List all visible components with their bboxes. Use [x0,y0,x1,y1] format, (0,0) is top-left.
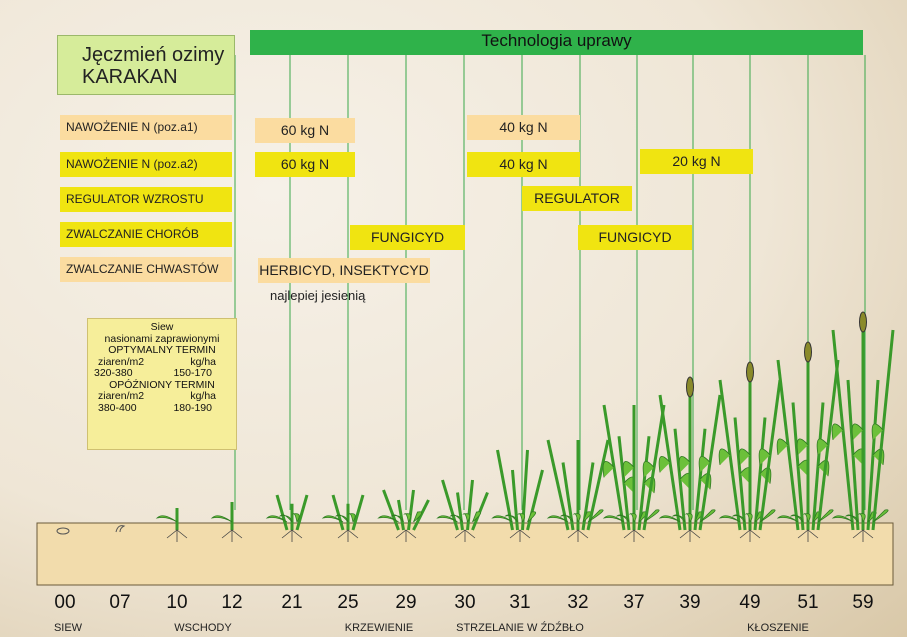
info-text: 380-400 [98,403,137,415]
info-text: ziaren/m2 [98,391,144,403]
phase-label: KRZEWIENIE [345,622,413,634]
page: {"title":{"line1":"Jęczmień ozimy","line… [0,0,907,637]
stage-code: 12 [207,592,257,614]
info-text: 320-380 [94,368,133,380]
info-text: kg/ha [190,391,216,403]
stage-code: 59 [838,592,888,614]
stage-code: 31 [495,592,545,614]
plant [832,312,893,542]
action-box: FUNGICYD [578,225,692,250]
action-box: 40 kg N [467,115,580,140]
title-box: Jęczmień ozimy KARAKAN [57,35,235,95]
stage-code: 32 [553,592,603,614]
stage-code: 37 [609,592,659,614]
stage-code: 49 [725,592,775,614]
title-line: Jęczmień ozimy [82,44,234,66]
plant [777,342,838,542]
title-line: KARAKAN [82,66,234,88]
action-box: HERBICYD, INSEKTYCYD [258,258,430,283]
info-text: Siew [94,322,230,334]
stage-code: 25 [323,592,373,614]
info-box: Siew nasionami zaprawionymi OPTYMALNY TE… [87,318,237,450]
note: najlepiej jesienią [270,288,365,303]
row-label: ZWALCZANIE CHWASTÓW [60,257,232,282]
row-label: NAWOŻENIE N (poz.a1) [60,115,232,140]
action-box: FUNGICYD [350,225,465,250]
info-text: 180-190 [173,403,212,415]
info-text: OPTYMALNY TERMIN [94,345,230,357]
info-row: 380-400 180-190 [94,403,230,415]
stage-code: 00 [40,592,90,614]
phase-label: STRZELANIE W ŹDŹBŁO [456,622,584,634]
phase-label: SIEW [54,622,82,634]
row-label: REGULATOR WZROSTU [60,187,232,212]
plant [659,377,720,542]
stage-code: 21 [267,592,317,614]
row-label: ZWALCZANIE CHORÓB [60,222,232,247]
action-box: 40 kg N [467,152,580,177]
stage-code: 39 [665,592,715,614]
stage-code: 30 [440,592,490,614]
info-row: 320-380 150-170 [94,368,230,380]
phase-label: KŁOSZENIE [747,622,809,634]
plant [603,405,664,542]
stage-code: 10 [152,592,202,614]
stage-code: 51 [783,592,833,614]
plant [719,362,780,542]
stage-code: 29 [381,592,431,614]
action-box: 60 kg N [255,152,355,177]
row-label: NAWOŻENIE N (poz.a2) [60,152,232,177]
info-row: ziaren/m2 kg/ha [94,391,230,403]
info-text: 150-170 [173,368,212,380]
action-box: REGULATOR [522,186,632,211]
banner-text: Technologia uprawy [250,31,863,51]
action-box: 20 kg N [640,149,753,174]
action-box: 60 kg N [255,118,355,143]
phase-label: WSCHODY [174,622,231,634]
stage-code: 07 [95,592,145,614]
